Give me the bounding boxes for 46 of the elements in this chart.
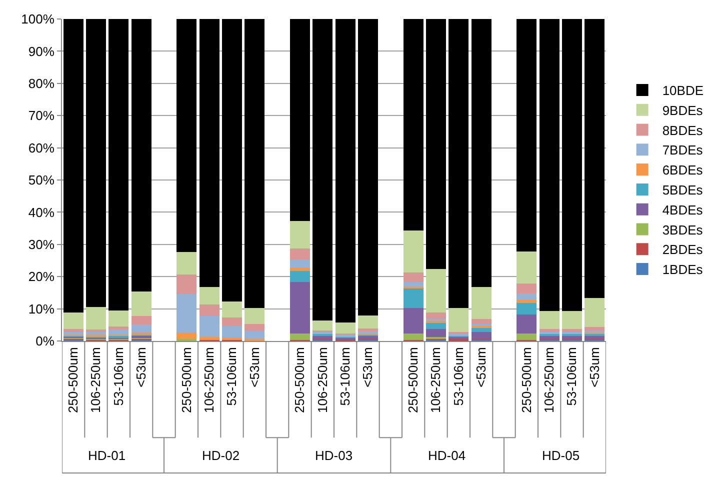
x-tick-label: 106-250um bbox=[202, 347, 217, 413]
x-tick-label: <53um bbox=[586, 347, 602, 388]
text: HD-01 bbox=[88, 448, 126, 463]
text: HD-02 bbox=[202, 448, 240, 463]
x-tick-label: 53-106um bbox=[110, 347, 126, 406]
text: HD-03 bbox=[315, 448, 353, 463]
legend-label: 5BDEs bbox=[662, 182, 704, 198]
legend-label: 10BDE bbox=[662, 83, 704, 98]
x-tick-label: 53-106um bbox=[224, 347, 240, 406]
legend-label: 8BDEs bbox=[662, 122, 704, 138]
legend-label: 3BDEs bbox=[662, 222, 704, 238]
y-tick-label: 90% bbox=[28, 44, 55, 59]
x-tick-label: 250-500um bbox=[66, 347, 81, 413]
y-tick-label: 70% bbox=[28, 108, 55, 124]
x-tick-label: <53um bbox=[246, 347, 262, 388]
x-tick-label: 53-106um bbox=[450, 347, 466, 406]
x-tick-label: 106-250um bbox=[314, 347, 330, 413]
x-tick-label: 250-500um bbox=[406, 347, 421, 413]
x-tick-label: 106-250um bbox=[88, 347, 104, 413]
x-tick-label: <53um bbox=[134, 347, 149, 388]
y-tick-label: 100% bbox=[21, 12, 55, 27]
legend-label: 2BDEs bbox=[662, 242, 704, 258]
x-tick-label: 250-500um bbox=[292, 347, 308, 413]
y-tick-label: 10% bbox=[28, 301, 55, 316]
legend-label: 1BDEs bbox=[662, 262, 704, 278]
x-tick-label: 53-106um bbox=[564, 347, 580, 406]
y-tick-label: 60% bbox=[28, 140, 55, 156]
y-tick-label: 30% bbox=[28, 236, 55, 252]
text: HD-04 bbox=[428, 448, 466, 463]
y-tick-label: 80% bbox=[28, 76, 55, 91]
text: HD-05 bbox=[542, 448, 580, 463]
y-tick-label: 20% bbox=[28, 269, 55, 284]
legend-label: 7BDEs bbox=[662, 142, 704, 158]
x-tick-label: <53um bbox=[360, 347, 376, 388]
y-tick-label: 50% bbox=[28, 172, 55, 188]
x-tick-label: <53um bbox=[474, 347, 489, 388]
y-tick-label: 0% bbox=[36, 334, 55, 349]
legend-label: 4BDEs bbox=[662, 202, 704, 218]
y-tick-label: 40% bbox=[28, 204, 55, 220]
x-tick-label: 106-250um bbox=[428, 347, 444, 413]
legend-label: 6BDEs bbox=[662, 162, 704, 178]
x-tick-label: 250-500um bbox=[178, 347, 194, 413]
x-tick-label: 250-500um bbox=[518, 347, 534, 413]
legend-label: 9BDEs bbox=[662, 102, 704, 118]
x-tick-label: 53-106um bbox=[338, 347, 353, 406]
x-tick-label: 106-250um bbox=[542, 347, 557, 413]
